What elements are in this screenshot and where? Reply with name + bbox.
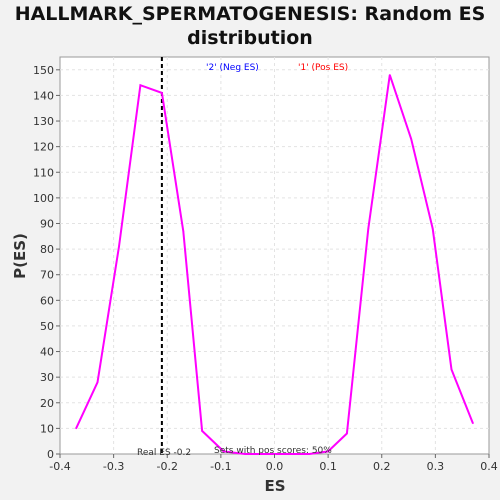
data-point <box>222 450 225 453</box>
legend-item-pos: '1' (Pos ES) <box>298 63 348 73</box>
y-tick-label: 40 <box>40 346 54 359</box>
data-point <box>265 453 268 455</box>
x-tick-label: -0.3 <box>103 460 124 473</box>
y-tick-label: 110 <box>33 166 54 179</box>
y-tick-label: 90 <box>40 217 54 230</box>
data-point <box>182 230 185 232</box>
data-point <box>327 450 329 453</box>
y-axis: 0 10 20 30 40 50 60 70 80 90 100 110 120 130 140 150 <box>33 64 60 461</box>
data-point <box>139 84 142 86</box>
x-tick-label: 0.1 <box>319 460 337 473</box>
pos-scores-annotation: Sets with pos scores: 50% <box>214 446 332 456</box>
y-tick-label: 70 <box>40 269 54 282</box>
legend-item-neg: '2' (Neg ES) <box>206 63 259 73</box>
x-tick-label: 0.2 <box>373 460 391 473</box>
data-point <box>450 368 453 371</box>
y-tick-label: 100 <box>33 192 54 205</box>
data-point <box>308 453 311 455</box>
data-point <box>472 422 474 425</box>
data-point <box>346 432 348 435</box>
y-tick-label: 20 <box>40 397 54 410</box>
series-group <box>75 74 474 455</box>
data-point <box>431 227 434 230</box>
data-point <box>96 381 99 384</box>
y-tick-label: 140 <box>33 89 54 102</box>
y-tick-label: 80 <box>40 243 54 256</box>
x-axis: -0.4 -0.3 -0.2 -0.1 0.0 0.1 0.2 0.3 0.4 <box>49 454 498 473</box>
x-tick-label: 0.3 <box>427 460 445 473</box>
x-tick-label: -0.2 <box>157 460 178 473</box>
data-point <box>287 453 289 455</box>
x-tick-label: -0.1 <box>210 460 231 473</box>
data-point <box>201 430 203 432</box>
data-point <box>75 427 77 430</box>
y-tick-label: 60 <box>40 294 54 307</box>
x-tick-label: -0.4 <box>49 460 70 473</box>
y-tick-label: 130 <box>33 115 54 128</box>
data-point <box>161 92 163 94</box>
x-axis-title: ES <box>264 477 285 495</box>
y-tick-label: 10 <box>40 422 54 435</box>
data-point <box>244 453 246 455</box>
series-line <box>75 74 474 455</box>
reference-line-label: Real ES -0.2 <box>137 448 191 458</box>
x-tick-label: 0.0 <box>266 460 284 473</box>
x-tick-label: 0.4 <box>480 460 498 473</box>
y-tick-label: 150 <box>33 64 54 77</box>
data-point <box>410 138 413 140</box>
data-point <box>367 227 370 230</box>
y-tick-label: 0 <box>47 448 54 461</box>
y-tick-label: 120 <box>33 141 54 154</box>
chart-title: HALLMARK_SPERMATOGENESIS: Random ES dist… <box>14 3 486 49</box>
data-point <box>388 74 391 76</box>
y-axis-title: P(ES) <box>11 233 29 279</box>
y-tick-label: 30 <box>40 371 54 384</box>
y-tick-label: 50 <box>40 320 54 333</box>
grid <box>60 57 489 454</box>
data-point <box>118 245 120 248</box>
